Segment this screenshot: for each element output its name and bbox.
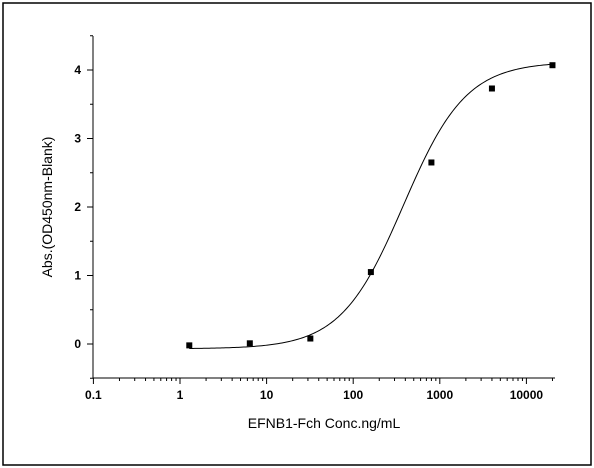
- data-point: [246, 340, 253, 347]
- data-point: [307, 335, 314, 342]
- y-axis-title: Abs.(OD450nm-Blank): [39, 137, 55, 278]
- y-ticks: 0 1 2 3 4: [74, 35, 93, 379]
- y-tick-label: 0: [74, 337, 81, 351]
- y-tick-label: 2: [74, 200, 81, 214]
- x-tick-label: 10000: [510, 388, 544, 402]
- y-tick-label: 3: [74, 132, 81, 146]
- x-tick-label: 10: [260, 388, 274, 402]
- data-point: [428, 159, 435, 166]
- data-point: [488, 85, 495, 92]
- data-points: [186, 62, 556, 349]
- x-tick-label: 1000: [426, 388, 453, 402]
- x-axis-title: EFNB1-Fch Conc.ng/mL: [248, 415, 401, 431]
- x-tick-label: 0.1: [85, 388, 102, 402]
- data-point: [186, 342, 193, 349]
- x-ticks: 0.1 1 10 100 1000 10000: [85, 378, 553, 402]
- data-point: [549, 62, 556, 69]
- y-tick-label: 4: [74, 63, 81, 77]
- y-tick-label: 1: [74, 269, 81, 283]
- x-tick-label: 1: [177, 388, 184, 402]
- data-point: [367, 269, 374, 276]
- x-tick-label: 100: [343, 388, 363, 402]
